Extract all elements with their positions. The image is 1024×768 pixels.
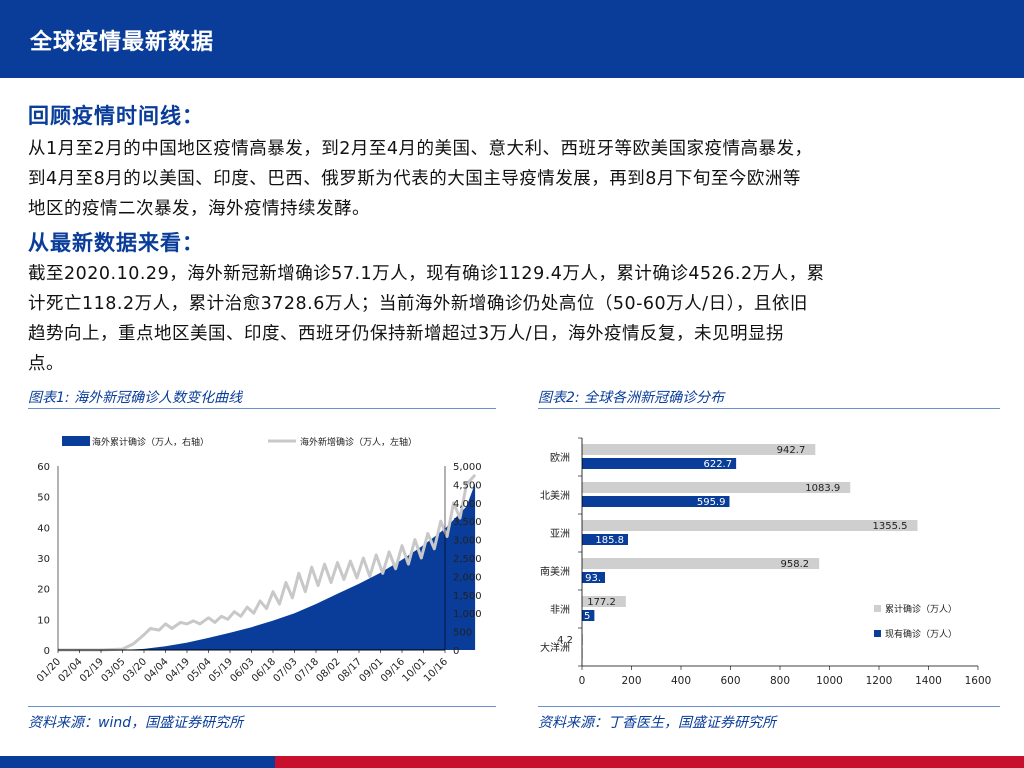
timeline-line: 到4月至8月的以美国、印度、巴西、俄罗斯为代表的大国主导疫情发展，再到8月下旬至… bbox=[28, 169, 801, 189]
bar-label-current: 5 bbox=[584, 611, 590, 622]
latest-paragraph: 截至2020.10.29，海外新冠新增确诊57.1万人，现有确诊1129.4万人… bbox=[28, 259, 1013, 379]
y-right-tick-label: 4,000 bbox=[453, 499, 482, 510]
category-label: 亚洲 bbox=[550, 528, 570, 540]
bar-label-cumulative: 958.2 bbox=[781, 559, 810, 570]
y-right-tick-label: 1,500 bbox=[453, 591, 482, 602]
bar-cumulative bbox=[582, 444, 816, 455]
section-title-latest: 从最新数据来看： bbox=[28, 231, 204, 255]
continent-cases-chart: 欧洲 942.7 622.7 北美洲 1083.9 595.9 亚洲 1355.5 185.8 南… bbox=[540, 437, 992, 687]
x-tick-label: 200 bbox=[621, 675, 641, 687]
figure2-bottom-rule bbox=[538, 706, 1000, 707]
legend-swatch-cumulative bbox=[874, 605, 881, 612]
x-tick-label: 1600 bbox=[965, 675, 992, 687]
legend-swatch-cumulative bbox=[62, 436, 90, 446]
y-left-tick-label: 20 bbox=[37, 585, 50, 596]
latest-line: 截至2020.10.29，海外新冠新增确诊57.1万人，现有确诊1129.4万人… bbox=[28, 264, 825, 284]
legend-label-current: 现有确诊（万人） bbox=[885, 628, 957, 640]
y-left-tick-label: 40 bbox=[37, 523, 50, 534]
y-right-tick-label: 1,000 bbox=[453, 609, 482, 620]
bar-label-current: 93. bbox=[585, 573, 601, 584]
figure2-rule bbox=[538, 408, 1000, 409]
timeline-paragraph: 从1月至2月的中国地区疫情高暴发，到2月至4月的美国、意大利、西班牙等欧美国家疫… bbox=[28, 134, 1013, 224]
y-left-tick-label: 50 bbox=[37, 493, 50, 504]
y-right-tick-label: 3,500 bbox=[453, 517, 482, 528]
timeline-line: 从1月至2月的中国地区疫情高暴发，到2月至4月的美国、意大利、西班牙等欧美国家疫… bbox=[28, 139, 813, 159]
bar-label-cumulative: 4.2 bbox=[557, 635, 573, 646]
x-tick-label: 1400 bbox=[915, 675, 942, 687]
header-bar: 全球疫情最新数据 bbox=[0, 0, 1024, 78]
section-title-timeline: 回顾疫情时间线： bbox=[28, 104, 204, 128]
bar-current bbox=[582, 534, 628, 545]
footer-red-bar bbox=[275, 756, 1024, 768]
page-title: 全球疫情最新数据 bbox=[30, 30, 215, 55]
figure1-source: 资料来源：wind，国盛证券研究所 bbox=[28, 715, 244, 731]
bar-label-cumulative: 1355.5 bbox=[872, 521, 907, 532]
x-tick-label: 800 bbox=[770, 675, 790, 687]
latest-line: 趋势向上，重点地区美国、印度、西班牙仍保持新增超过3万人/日，海外疫情反复，未见… bbox=[28, 324, 785, 344]
figure2-source: 资料来源：丁香医生，国盛证券研究所 bbox=[538, 715, 776, 731]
category-label: 南美洲 bbox=[540, 565, 570, 578]
y-right-tick-label: 5,000 bbox=[453, 462, 482, 473]
bar-current bbox=[582, 610, 595, 621]
bar-label-current: 595.9 bbox=[697, 497, 726, 508]
y-left-tick-label: 10 bbox=[37, 615, 50, 626]
legend-label-cumulative: 累计确诊（万人） bbox=[885, 603, 957, 615]
x-tick-label: 400 bbox=[671, 675, 691, 687]
legend-label-cumulative: 海外累计确诊（万人，右轴） bbox=[92, 436, 209, 448]
timeline-line: 地区的疫情二次暴发，海外疫情持续发酵。 bbox=[28, 199, 370, 219]
bar-current bbox=[582, 572, 606, 583]
bar-current bbox=[582, 496, 730, 507]
bar-cumulative bbox=[582, 634, 584, 645]
bar-cumulative bbox=[582, 558, 820, 569]
y-left-tick-label: 0 bbox=[44, 646, 50, 657]
x-tick-label: 0 bbox=[579, 675, 586, 687]
figure1-title: 图表1: 海外新冠确诊人数变化曲线 bbox=[28, 390, 243, 406]
x-tick-label: 600 bbox=[720, 675, 740, 687]
bar-current bbox=[582, 458, 737, 469]
y-left-tick-label: 30 bbox=[37, 554, 50, 565]
overseas-cases-chart: 海外累计确诊（万人，右轴） 海外新增确诊（万人，左轴） 0 10 20 30 40 50 60 0… bbox=[35, 436, 482, 685]
bar-label-cumulative: 1083.9 bbox=[805, 483, 840, 494]
y-right-tick-label: 4,500 bbox=[453, 480, 482, 491]
category-label: 大洋洲 bbox=[540, 641, 570, 654]
x-tick-label: 10/16 bbox=[422, 656, 450, 684]
x-tick-label: 1000 bbox=[816, 675, 843, 687]
bar-cumulative bbox=[582, 482, 851, 493]
bar-cumulative bbox=[582, 596, 626, 607]
bar-label-current: 185.8 bbox=[595, 535, 624, 546]
category-label: 欧洲 bbox=[550, 452, 570, 464]
bar-label-cumulative: 177.2 bbox=[587, 597, 616, 608]
x-tick-label: 1200 bbox=[866, 675, 893, 687]
bar-cumulative bbox=[582, 520, 918, 531]
latest-line: 计死亡118.2万人，累计治愈3728.6万人；当前海外新增确诊仍处高位（50-… bbox=[28, 294, 808, 314]
latest-line: 点。 bbox=[28, 354, 64, 374]
footer-blue-bar bbox=[0, 756, 275, 768]
legend-swatch-current bbox=[874, 630, 881, 637]
y-right-tick-label: 2,000 bbox=[453, 572, 482, 583]
category-label: 非洲 bbox=[550, 604, 570, 616]
y-right-tick-label: 500 bbox=[453, 628, 472, 639]
y-right-tick-label: 0 bbox=[453, 646, 459, 657]
category-label: 北美洲 bbox=[540, 489, 570, 502]
bar-label-current: 622.7 bbox=[703, 459, 732, 470]
y-left-tick-label: 60 bbox=[37, 462, 50, 473]
y-right-tick-label: 3,000 bbox=[453, 536, 482, 547]
series-cumulative-area bbox=[58, 483, 476, 650]
figure2-title: 图表2: 全球各洲新冠确诊分布 bbox=[538, 390, 725, 406]
y-right-tick-label: 2,500 bbox=[453, 554, 482, 565]
bar-label-cumulative: 942.7 bbox=[777, 445, 806, 456]
figure1-rule bbox=[28, 408, 496, 409]
figure1-bottom-rule bbox=[28, 706, 496, 707]
legend-label-new: 海外新增确诊（万人，左轴） bbox=[300, 436, 417, 448]
series-new-line bbox=[58, 473, 477, 652]
